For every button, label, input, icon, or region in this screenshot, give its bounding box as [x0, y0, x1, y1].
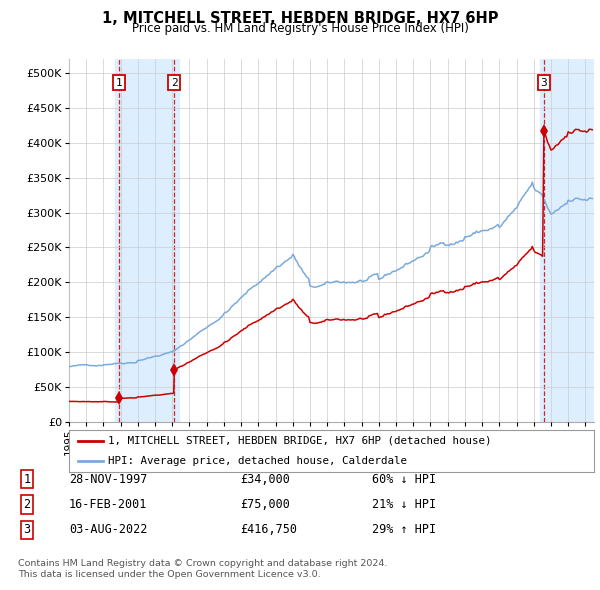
Text: 03-AUG-2022: 03-AUG-2022 — [69, 523, 148, 536]
Text: Price paid vs. HM Land Registry's House Price Index (HPI): Price paid vs. HM Land Registry's House … — [131, 22, 469, 35]
Text: 3: 3 — [541, 78, 547, 87]
Text: 1, MITCHELL STREET, HEBDEN BRIDGE, HX7 6HP: 1, MITCHELL STREET, HEBDEN BRIDGE, HX7 6… — [102, 11, 498, 25]
Text: HPI: Average price, detached house, Calderdale: HPI: Average price, detached house, Cald… — [109, 455, 407, 466]
Text: 2: 2 — [171, 78, 178, 87]
Text: £34,000: £34,000 — [240, 473, 290, 486]
Text: 21% ↓ HPI: 21% ↓ HPI — [372, 498, 436, 511]
Text: 1: 1 — [23, 473, 31, 486]
Text: 29% ↑ HPI: 29% ↑ HPI — [372, 523, 436, 536]
Text: 1, MITCHELL STREET, HEBDEN BRIDGE, HX7 6HP (detached house): 1, MITCHELL STREET, HEBDEN BRIDGE, HX7 6… — [109, 436, 492, 446]
Text: £75,000: £75,000 — [240, 498, 290, 511]
Text: 3: 3 — [23, 523, 31, 536]
Bar — [115, 59, 179, 422]
Text: 28-NOV-1997: 28-NOV-1997 — [69, 473, 148, 486]
Bar — [539, 59, 594, 422]
Text: 2: 2 — [23, 498, 31, 511]
Text: 60% ↓ HPI: 60% ↓ HPI — [372, 473, 436, 486]
Text: Contains HM Land Registry data © Crown copyright and database right 2024.
This d: Contains HM Land Registry data © Crown c… — [18, 559, 388, 579]
Text: £416,750: £416,750 — [240, 523, 297, 536]
Text: 1: 1 — [116, 78, 122, 87]
Text: 16-FEB-2001: 16-FEB-2001 — [69, 498, 148, 511]
